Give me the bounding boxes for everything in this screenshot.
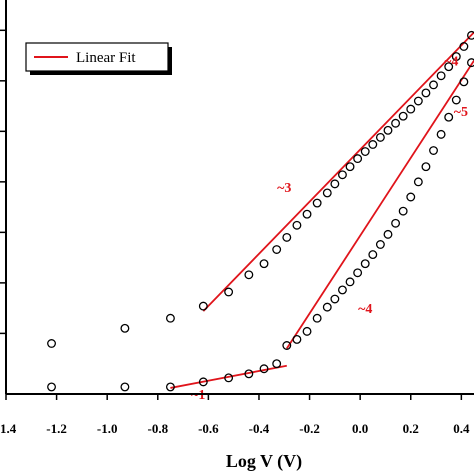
x-axis-title: Log V (V) [226, 451, 302, 472]
x-tick-label: -0.6 [198, 421, 219, 436]
data-point [383, 229, 393, 239]
data-point [360, 259, 370, 269]
data-point [312, 198, 322, 208]
data-point [444, 112, 454, 122]
data-point [413, 177, 423, 187]
data-point [322, 302, 332, 312]
data-point [360, 147, 370, 156]
x-tick-label: -1.0 [97, 421, 118, 436]
x-tick-label: -0.2 [299, 421, 320, 436]
slope-annotation: ~5 [454, 105, 468, 120]
legend-label: Linear Fit [76, 50, 136, 66]
data-point [421, 88, 431, 98]
data-point [272, 359, 282, 369]
data-point [398, 206, 408, 216]
x-tick-label: -1.2 [46, 421, 67, 436]
axes [5, 0, 474, 395]
data-point [244, 270, 254, 280]
data-point [292, 334, 302, 344]
data-point [120, 323, 130, 333]
data-point [259, 364, 269, 374]
data-point [224, 373, 234, 383]
data-point [421, 162, 431, 172]
data-point [467, 58, 474, 68]
data-point [165, 313, 175, 323]
data-point [282, 341, 292, 350]
data-point [451, 52, 461, 62]
data-point [368, 250, 378, 260]
data-point [292, 220, 302, 230]
data-point [282, 232, 292, 242]
data-point [353, 154, 363, 164]
data-point [224, 287, 234, 297]
data-point [345, 277, 355, 287]
data-point [444, 62, 454, 72]
data-point [345, 162, 355, 172]
plot-area: ~1 ~3 ~4 ~4 ~5 [47, 30, 474, 403]
data-point [120, 382, 130, 392]
x-tick-label: 0.0 [352, 421, 368, 436]
slope-annotation: ~1 [191, 388, 205, 403]
x-tick-label: 0.2 [403, 421, 419, 436]
data-point [375, 132, 385, 142]
data-point [259, 259, 269, 269]
data-point [312, 313, 322, 323]
data-point [391, 218, 401, 228]
data-point [338, 285, 347, 295]
data-point [459, 42, 469, 51]
data-point [391, 118, 401, 128]
data-point [429, 146, 438, 155]
data-point [436, 129, 446, 139]
data-point [244, 369, 254, 379]
data-point [436, 71, 446, 81]
data-point [406, 192, 416, 202]
data-point [467, 30, 474, 40]
data-point [375, 240, 385, 249]
x-tick-label: -0.4 [249, 421, 270, 436]
slope-annotation: ~4 [444, 55, 458, 70]
data-point [368, 140, 378, 149]
x-tick-label: 0.4 [453, 421, 470, 436]
x-tick-label: -0.8 [147, 421, 168, 436]
data-point [198, 377, 208, 387]
data-point [47, 382, 56, 392]
slope-annotation: ~4 [358, 302, 372, 317]
data-point [322, 188, 332, 198]
data-point [353, 268, 363, 278]
data-point [198, 301, 208, 311]
data-point [398, 111, 408, 121]
data-point [429, 80, 438, 90]
data-point [330, 294, 340, 304]
data-point [272, 245, 282, 254]
data-point [302, 209, 312, 219]
data-point [302, 326, 312, 336]
data-point [47, 339, 56, 348]
data-point [383, 125, 393, 135]
data-point [451, 95, 461, 105]
legend: Linear Fit [25, 42, 172, 75]
y-ticks [0, 29, 6, 335]
data-point [459, 77, 469, 87]
data-point [330, 179, 340, 189]
data-point [413, 96, 423, 106]
fit-line [202, 31, 474, 312]
data-point [406, 104, 416, 114]
data-point [338, 170, 347, 180]
fit-line [170, 364, 287, 389]
x-ticks: -1.4 -1.2 -1.0 -0.8 -0.6 -0.4 -0.2 0.0 0.2 0.4 [0, 394, 470, 436]
data-point [165, 382, 175, 392]
fit-line [286, 60, 474, 350]
slope-annotation: ~3 [277, 181, 291, 196]
x-tick-label: -1.4 [0, 421, 17, 436]
